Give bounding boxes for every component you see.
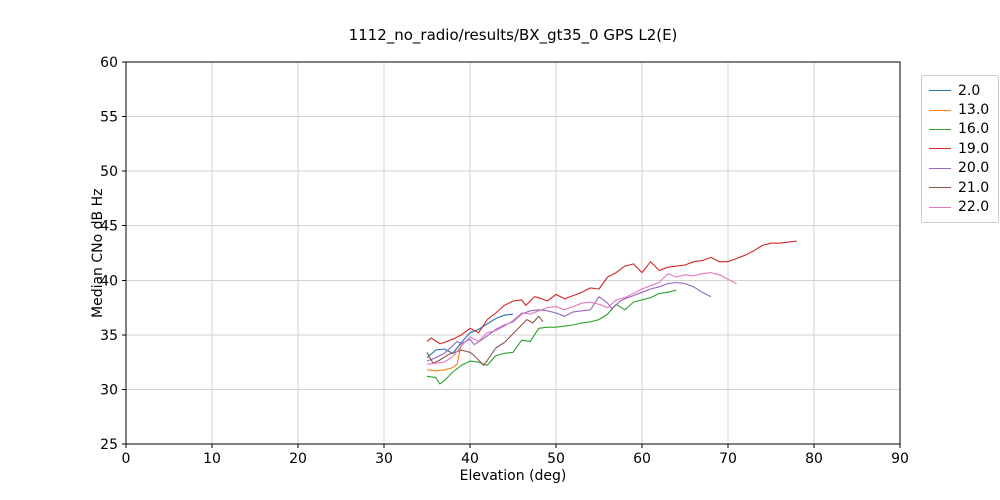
y-tick-label: 55 (100, 110, 118, 126)
series-line-16.0 (426, 289, 677, 385)
series-line-22.0 (426, 272, 737, 365)
y-tick-label: 25 (100, 437, 118, 453)
legend-label: 22.0 (958, 199, 990, 216)
legend-line-swatch (929, 109, 951, 111)
legend-line-swatch (929, 90, 951, 92)
x-tick-label: 60 (633, 451, 651, 467)
legend-line-swatch (929, 128, 951, 130)
legend-label: 13.0 (958, 102, 990, 119)
series-line-2.0 (426, 313, 514, 359)
legend-line-swatch (929, 148, 951, 150)
series-line-20.0 (426, 281, 712, 362)
y-axis-label: Median CNo dB Hz (90, 188, 106, 318)
legend-entry-21.0: 21.0 (929, 178, 990, 197)
x-axis-label: Elevation (deg) (459, 468, 567, 484)
chart-title: 1112_no_radio/results/BX_gt35_0 GPS L2(E… (348, 26, 678, 44)
legend-label: 21.0 (958, 179, 990, 196)
x-tick-label: 70 (719, 451, 737, 467)
x-tick-label: 50 (547, 451, 565, 467)
y-tick-label: 35 (100, 328, 118, 344)
legend-label: 19.0 (958, 140, 990, 157)
legend-line-swatch (929, 206, 951, 208)
legend-line-swatch (929, 187, 951, 189)
x-tick-label: 20 (289, 451, 307, 467)
y-tick-label: 50 (100, 164, 118, 180)
legend-line-swatch (929, 167, 951, 169)
plot-border (125, 61, 901, 445)
x-tick-label: 30 (375, 451, 393, 467)
y-tick-label: 45 (100, 219, 118, 235)
x-tick-label: 80 (805, 451, 823, 467)
series-line-13.0 (426, 343, 462, 372)
x-tick-label: 10 (203, 451, 221, 467)
y-tick-label: 30 (100, 382, 118, 398)
legend-entry-13.0: 13.0 (929, 100, 990, 119)
legend-label: 16.0 (958, 121, 990, 138)
legend-label: 20.0 (958, 160, 990, 177)
series-line-21.0 (426, 315, 544, 366)
legend: 2.0 13.0 16.0 19.0 20.0 21.0 22.0 (921, 75, 999, 223)
x-tick-label: 90 (891, 451, 909, 467)
legend-entry-20.0: 20.0 (929, 159, 990, 178)
x-tick-label: 40 (461, 451, 479, 467)
y-tick-label: 40 (100, 273, 118, 289)
legend-entry-22.0: 22.0 (929, 197, 990, 216)
x-tick-label: 0 (122, 451, 131, 467)
legend-entry-2.0: 2.0 (929, 81, 990, 100)
legend-entry-19.0: 19.0 (929, 139, 990, 158)
y-tick-label: 60 (100, 55, 118, 71)
series-line-19.0 (426, 240, 797, 345)
legend-entry-16.0: 16.0 (929, 120, 990, 139)
legend-label: 2.0 (958, 82, 981, 99)
